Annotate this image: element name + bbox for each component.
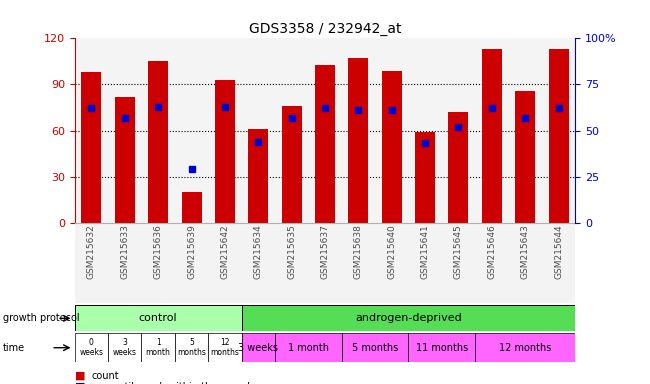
Bar: [482, 49, 502, 223]
Bar: [308, 38, 342, 223]
Bar: [208, 38, 242, 223]
Bar: [508, 223, 542, 303]
Bar: [175, 223, 208, 303]
Title: GDS3358 / 232942_at: GDS3358 / 232942_at: [249, 22, 401, 36]
Bar: [275, 38, 308, 223]
Bar: [408, 38, 442, 223]
Bar: [549, 49, 569, 223]
Bar: [448, 112, 469, 223]
Text: count: count: [91, 371, 119, 381]
Bar: [315, 65, 335, 223]
Bar: [408, 333, 475, 362]
Text: 11 months: 11 months: [415, 343, 468, 353]
Bar: [542, 38, 575, 223]
Text: 1 month: 1 month: [288, 343, 329, 353]
Bar: [75, 305, 242, 331]
Bar: [542, 223, 575, 303]
Bar: [142, 38, 175, 223]
Bar: [475, 223, 508, 303]
Text: control: control: [139, 313, 177, 323]
Bar: [442, 223, 475, 303]
Bar: [108, 223, 142, 303]
Bar: [342, 223, 375, 303]
Bar: [115, 97, 135, 223]
Bar: [175, 38, 208, 223]
Bar: [242, 38, 275, 223]
Bar: [415, 132, 435, 223]
Text: time: time: [3, 343, 25, 353]
Bar: [375, 38, 408, 223]
Bar: [242, 223, 275, 303]
Text: 12
months: 12 months: [211, 338, 239, 357]
Text: 0
weeks: 0 weeks: [79, 338, 103, 357]
Bar: [242, 333, 275, 362]
Bar: [181, 192, 202, 223]
Bar: [342, 38, 375, 223]
Bar: [81, 72, 101, 223]
Text: 5
months: 5 months: [177, 338, 206, 357]
Bar: [508, 38, 542, 223]
Text: ■: ■: [75, 371, 85, 381]
Text: 12 months: 12 months: [499, 343, 551, 353]
Bar: [242, 305, 575, 331]
Text: 5 months: 5 months: [352, 343, 398, 353]
Bar: [275, 333, 342, 362]
Bar: [275, 223, 308, 303]
Text: 1
month: 1 month: [146, 338, 170, 357]
Bar: [382, 71, 402, 223]
Text: growth protocol: growth protocol: [3, 313, 80, 323]
Bar: [148, 61, 168, 223]
Bar: [348, 58, 369, 223]
Bar: [108, 333, 142, 362]
Bar: [142, 333, 175, 362]
Bar: [475, 38, 508, 223]
Bar: [75, 223, 108, 303]
Bar: [515, 91, 535, 223]
Bar: [208, 333, 242, 362]
Bar: [475, 333, 575, 362]
Text: percentile rank within the sample: percentile rank within the sample: [91, 382, 256, 384]
Bar: [375, 223, 408, 303]
Bar: [281, 106, 302, 223]
Text: ■: ■: [75, 382, 85, 384]
Text: 3
weeks: 3 weeks: [113, 338, 136, 357]
Text: 3 weeks: 3 weeks: [239, 343, 278, 353]
Bar: [208, 223, 242, 303]
Text: androgen-deprived: androgen-deprived: [355, 313, 462, 323]
Bar: [442, 38, 475, 223]
Bar: [75, 38, 108, 223]
Bar: [408, 223, 442, 303]
Bar: [175, 333, 208, 362]
Bar: [308, 223, 342, 303]
Bar: [248, 129, 268, 223]
Bar: [342, 333, 408, 362]
Bar: [75, 333, 108, 362]
Bar: [142, 223, 175, 303]
Bar: [215, 80, 235, 223]
Bar: [108, 38, 142, 223]
